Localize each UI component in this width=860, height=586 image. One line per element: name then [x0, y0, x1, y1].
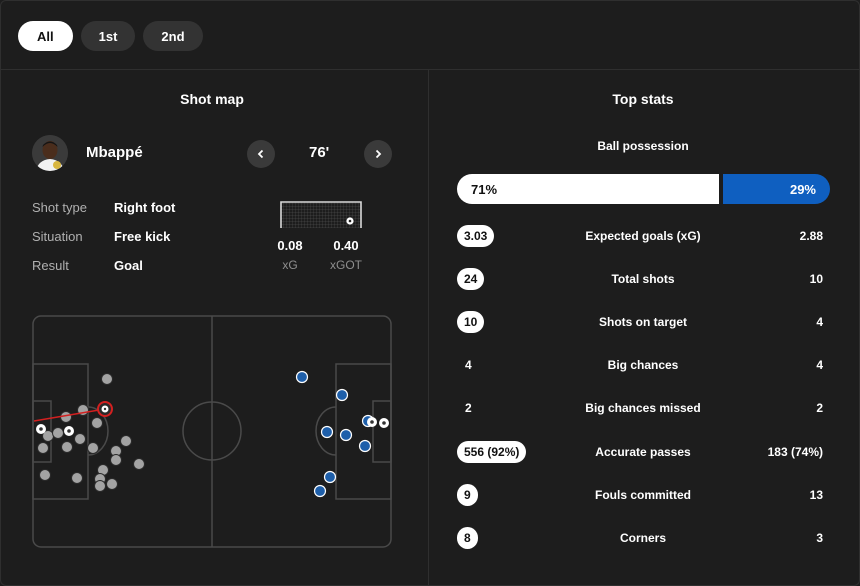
stat-away-value: 2.88: [799, 229, 823, 243]
home-shot[interactable]: [39, 469, 51, 481]
home-shot[interactable]: [37, 442, 49, 454]
shot-map-title: Shot map: [180, 91, 244, 107]
stat-away-value: 10: [809, 272, 823, 286]
possession-home-bar: 71%: [457, 174, 719, 204]
goal-frame-icon: [280, 201, 362, 228]
stat-label: Big chances: [607, 358, 679, 372]
pitch-shot-map: [32, 315, 392, 548]
home-shot[interactable]: [61, 441, 73, 453]
away-goals: [367, 417, 389, 428]
period-tabs: All 1st 2nd: [18, 21, 203, 51]
shot-type-value: Right foot: [114, 200, 176, 215]
stat-away-value: 2: [816, 401, 823, 415]
stat-label: Accurate passes: [595, 445, 691, 459]
stat-row-total-shots: 24 Total shots 10: [457, 268, 830, 292]
stat-label: Big chances missed: [585, 401, 701, 415]
result-label: Result: [32, 258, 69, 273]
xg-value: 0.08: [277, 238, 303, 253]
home-shot[interactable]: [110, 454, 122, 466]
chevron-left-icon: [257, 149, 264, 159]
chevron-right-icon: [375, 149, 382, 159]
header-divider: [1, 69, 859, 70]
stat-row-big-chances-missed: 2 Big chances missed 2: [457, 397, 830, 421]
home-shot[interactable]: [101, 373, 113, 385]
away-shot[interactable]: [339, 428, 353, 442]
shot-minute: 76': [309, 144, 330, 161]
tab-all[interactable]: All: [18, 21, 73, 51]
previous-shot-button[interactable]: [247, 140, 275, 168]
stat-home-value: 10: [457, 311, 485, 333]
stat-row-accurate-passes: 556 (92%) Accurate passes 183 (74%): [457, 441, 830, 465]
stat-label: Expected goals (xG): [585, 229, 701, 243]
home-shot[interactable]: [87, 442, 99, 454]
result-value: Goal: [114, 258, 143, 273]
away-shot[interactable]: [335, 388, 349, 402]
away-shot[interactable]: [358, 439, 372, 453]
stat-home-value: 556 (92%): [457, 441, 527, 463]
xgot-label: xGOT: [330, 258, 362, 272]
top-stats-title: Top stats: [612, 91, 674, 107]
right-penalty-arc: [315, 406, 337, 456]
away-shot[interactable]: [295, 370, 309, 384]
possession-away-bar: 29%: [723, 174, 830, 204]
stat-home-value: 4: [465, 358, 472, 372]
shot-type-label: Shot type: [32, 200, 87, 215]
xg-label: xG: [282, 258, 298, 272]
away-shot[interactable]: [320, 425, 334, 439]
stat-home-value: 24: [457, 268, 485, 290]
player-name[interactable]: Mbappé: [86, 144, 143, 161]
xgot-value: 0.40: [333, 238, 359, 253]
tab-first-half[interactable]: 1st: [80, 21, 136, 51]
home-shot[interactable]: [74, 433, 86, 445]
situation-value: Free kick: [114, 229, 171, 244]
selected-shot-trajectory: [33, 408, 106, 422]
stat-label: Corners: [619, 531, 667, 545]
stat-home-value: 9: [457, 484, 478, 506]
stat-home-value: 3.03: [457, 225, 495, 247]
home-goals: [36, 424, 74, 436]
stat-away-value: 183 (74%): [767, 445, 823, 459]
situation-label: Situation: [32, 229, 83, 244]
away-shot[interactable]: [323, 470, 337, 484]
stat-label: Total shots: [611, 272, 675, 286]
tab-second-half[interactable]: 2nd: [143, 21, 203, 51]
stat-home-value: 2: [465, 401, 472, 415]
home-shot[interactable]: [133, 458, 145, 470]
home-shot[interactable]: [106, 478, 118, 490]
right-goal-area: [372, 400, 392, 463]
home-shot[interactable]: [94, 480, 106, 492]
home-shot[interactable]: [91, 417, 103, 429]
stat-row-fouls: 9 Fouls committed 13: [457, 484, 830, 508]
stat-label: Shots on target: [598, 315, 688, 329]
center-circle: [182, 401, 242, 461]
stat-row-shots-on-target: 10 Shots on target 4: [457, 311, 830, 335]
possession-label: Ball possession: [597, 139, 689, 153]
stat-away-value: 4: [816, 358, 823, 372]
stat-away-value: 3: [816, 531, 823, 545]
column-divider: [428, 70, 429, 585]
stat-home-value: 8: [457, 527, 478, 549]
stat-away-value: 13: [809, 488, 823, 502]
stat-away-value: 4: [816, 315, 823, 329]
home-shot[interactable]: [52, 427, 64, 439]
stat-row-big-chances: 4 Big chances 4: [457, 354, 830, 378]
home-shot[interactable]: [120, 435, 132, 447]
stat-row-xg: 3.03 Expected goals (xG) 2.88: [457, 225, 830, 249]
home-shot[interactable]: [71, 472, 83, 484]
player-avatar[interactable]: [32, 135, 68, 171]
next-shot-button[interactable]: [364, 140, 392, 168]
stat-label: Fouls committed: [594, 488, 692, 502]
stat-row-corners: 8 Corners 3: [457, 527, 830, 551]
away-shot[interactable]: [313, 484, 327, 498]
